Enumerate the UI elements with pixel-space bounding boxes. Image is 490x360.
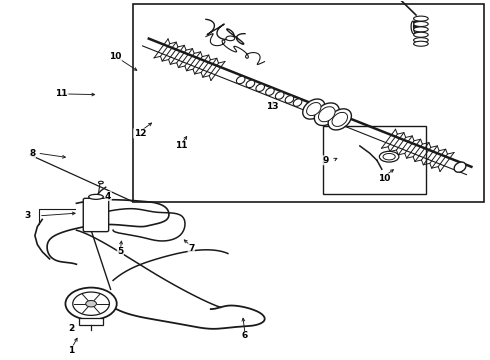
Ellipse shape (414, 41, 428, 46)
Text: 10: 10 (109, 52, 122, 61)
Text: 11: 11 (175, 141, 188, 150)
Ellipse shape (307, 103, 321, 116)
Ellipse shape (414, 22, 428, 27)
FancyBboxPatch shape (83, 198, 109, 231)
Bar (323, 126, 426, 194)
Ellipse shape (285, 96, 294, 103)
Ellipse shape (414, 32, 428, 37)
Ellipse shape (226, 36, 235, 41)
Ellipse shape (293, 99, 302, 106)
Text: 6: 6 (242, 332, 248, 341)
Ellipse shape (236, 76, 245, 84)
Text: 12: 12 (134, 129, 146, 138)
Text: 13: 13 (266, 102, 278, 111)
Ellipse shape (266, 88, 274, 95)
Text: 7: 7 (188, 244, 195, 253)
Text: 5: 5 (117, 247, 123, 256)
Ellipse shape (379, 151, 399, 162)
Ellipse shape (256, 84, 265, 91)
Ellipse shape (328, 109, 351, 130)
Ellipse shape (332, 112, 347, 126)
Bar (133, 4, 485, 202)
Ellipse shape (315, 103, 339, 126)
Ellipse shape (98, 181, 103, 184)
Text: 9: 9 (322, 156, 329, 165)
Ellipse shape (383, 153, 395, 160)
Text: 8: 8 (29, 149, 36, 158)
Ellipse shape (89, 194, 103, 199)
Text: 3: 3 (24, 211, 31, 220)
Bar (79, 318, 103, 325)
Ellipse shape (86, 301, 97, 307)
Ellipse shape (414, 27, 428, 32)
Ellipse shape (275, 92, 284, 99)
Text: 11: 11 (55, 89, 68, 98)
Text: 2: 2 (69, 324, 74, 333)
Ellipse shape (414, 38, 428, 42)
Ellipse shape (66, 288, 117, 320)
Ellipse shape (303, 99, 325, 119)
Text: 4: 4 (105, 192, 111, 201)
Ellipse shape (73, 292, 109, 315)
Ellipse shape (414, 16, 428, 21)
Text: 10: 10 (378, 174, 391, 183)
Text: 1: 1 (69, 346, 74, 355)
Ellipse shape (454, 162, 466, 172)
Ellipse shape (246, 80, 255, 87)
Ellipse shape (318, 107, 335, 122)
